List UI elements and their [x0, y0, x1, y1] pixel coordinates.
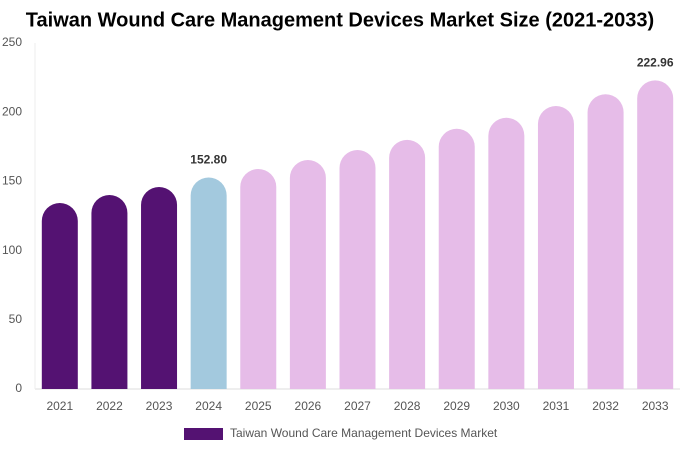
x-tick-label: 2024 — [195, 399, 222, 413]
x-tick-label: 2030 — [493, 399, 520, 413]
bar — [389, 139, 426, 389]
legend-label: Taiwan Wound Care Management Devices Mar… — [230, 426, 498, 440]
bar — [141, 186, 178, 389]
x-tick-label: 2027 — [344, 399, 371, 413]
y-tick-label: 250 — [2, 35, 22, 49]
x-tick-label: 2025 — [245, 399, 272, 413]
x-tick-label: 2033 — [642, 399, 669, 413]
bar — [438, 128, 475, 390]
x-tick-label: 2029 — [443, 399, 470, 413]
bar — [339, 149, 376, 389]
value-label: 152.80 — [190, 153, 227, 167]
y-tick-label: 200 — [2, 104, 22, 118]
bar — [240, 168, 277, 389]
bar — [190, 177, 227, 389]
x-tick-label: 2028 — [394, 399, 421, 413]
bar — [41, 202, 78, 389]
bar — [637, 80, 674, 389]
y-tick-label: 0 — [15, 381, 22, 395]
x-tick-label: 2031 — [543, 399, 570, 413]
bar — [488, 117, 525, 389]
x-tick-label: 2023 — [146, 399, 173, 413]
bar — [91, 194, 128, 389]
x-tick-label: 2032 — [592, 399, 619, 413]
y-tick-label: 50 — [9, 312, 23, 326]
bar — [537, 105, 574, 390]
x-tick-label: 2026 — [295, 399, 322, 413]
x-tick-label: 2021 — [46, 399, 73, 413]
y-tick-label: 100 — [2, 243, 22, 257]
bar — [289, 159, 326, 389]
value-label: 222.96 — [637, 56, 674, 70]
y-tick-label: 150 — [2, 174, 22, 188]
bar — [587, 94, 624, 389]
x-tick-label: 2022 — [96, 399, 123, 413]
legend-swatch — [184, 428, 223, 440]
chart-title: Taiwan Wound Care Management Devices Mar… — [26, 9, 654, 31]
